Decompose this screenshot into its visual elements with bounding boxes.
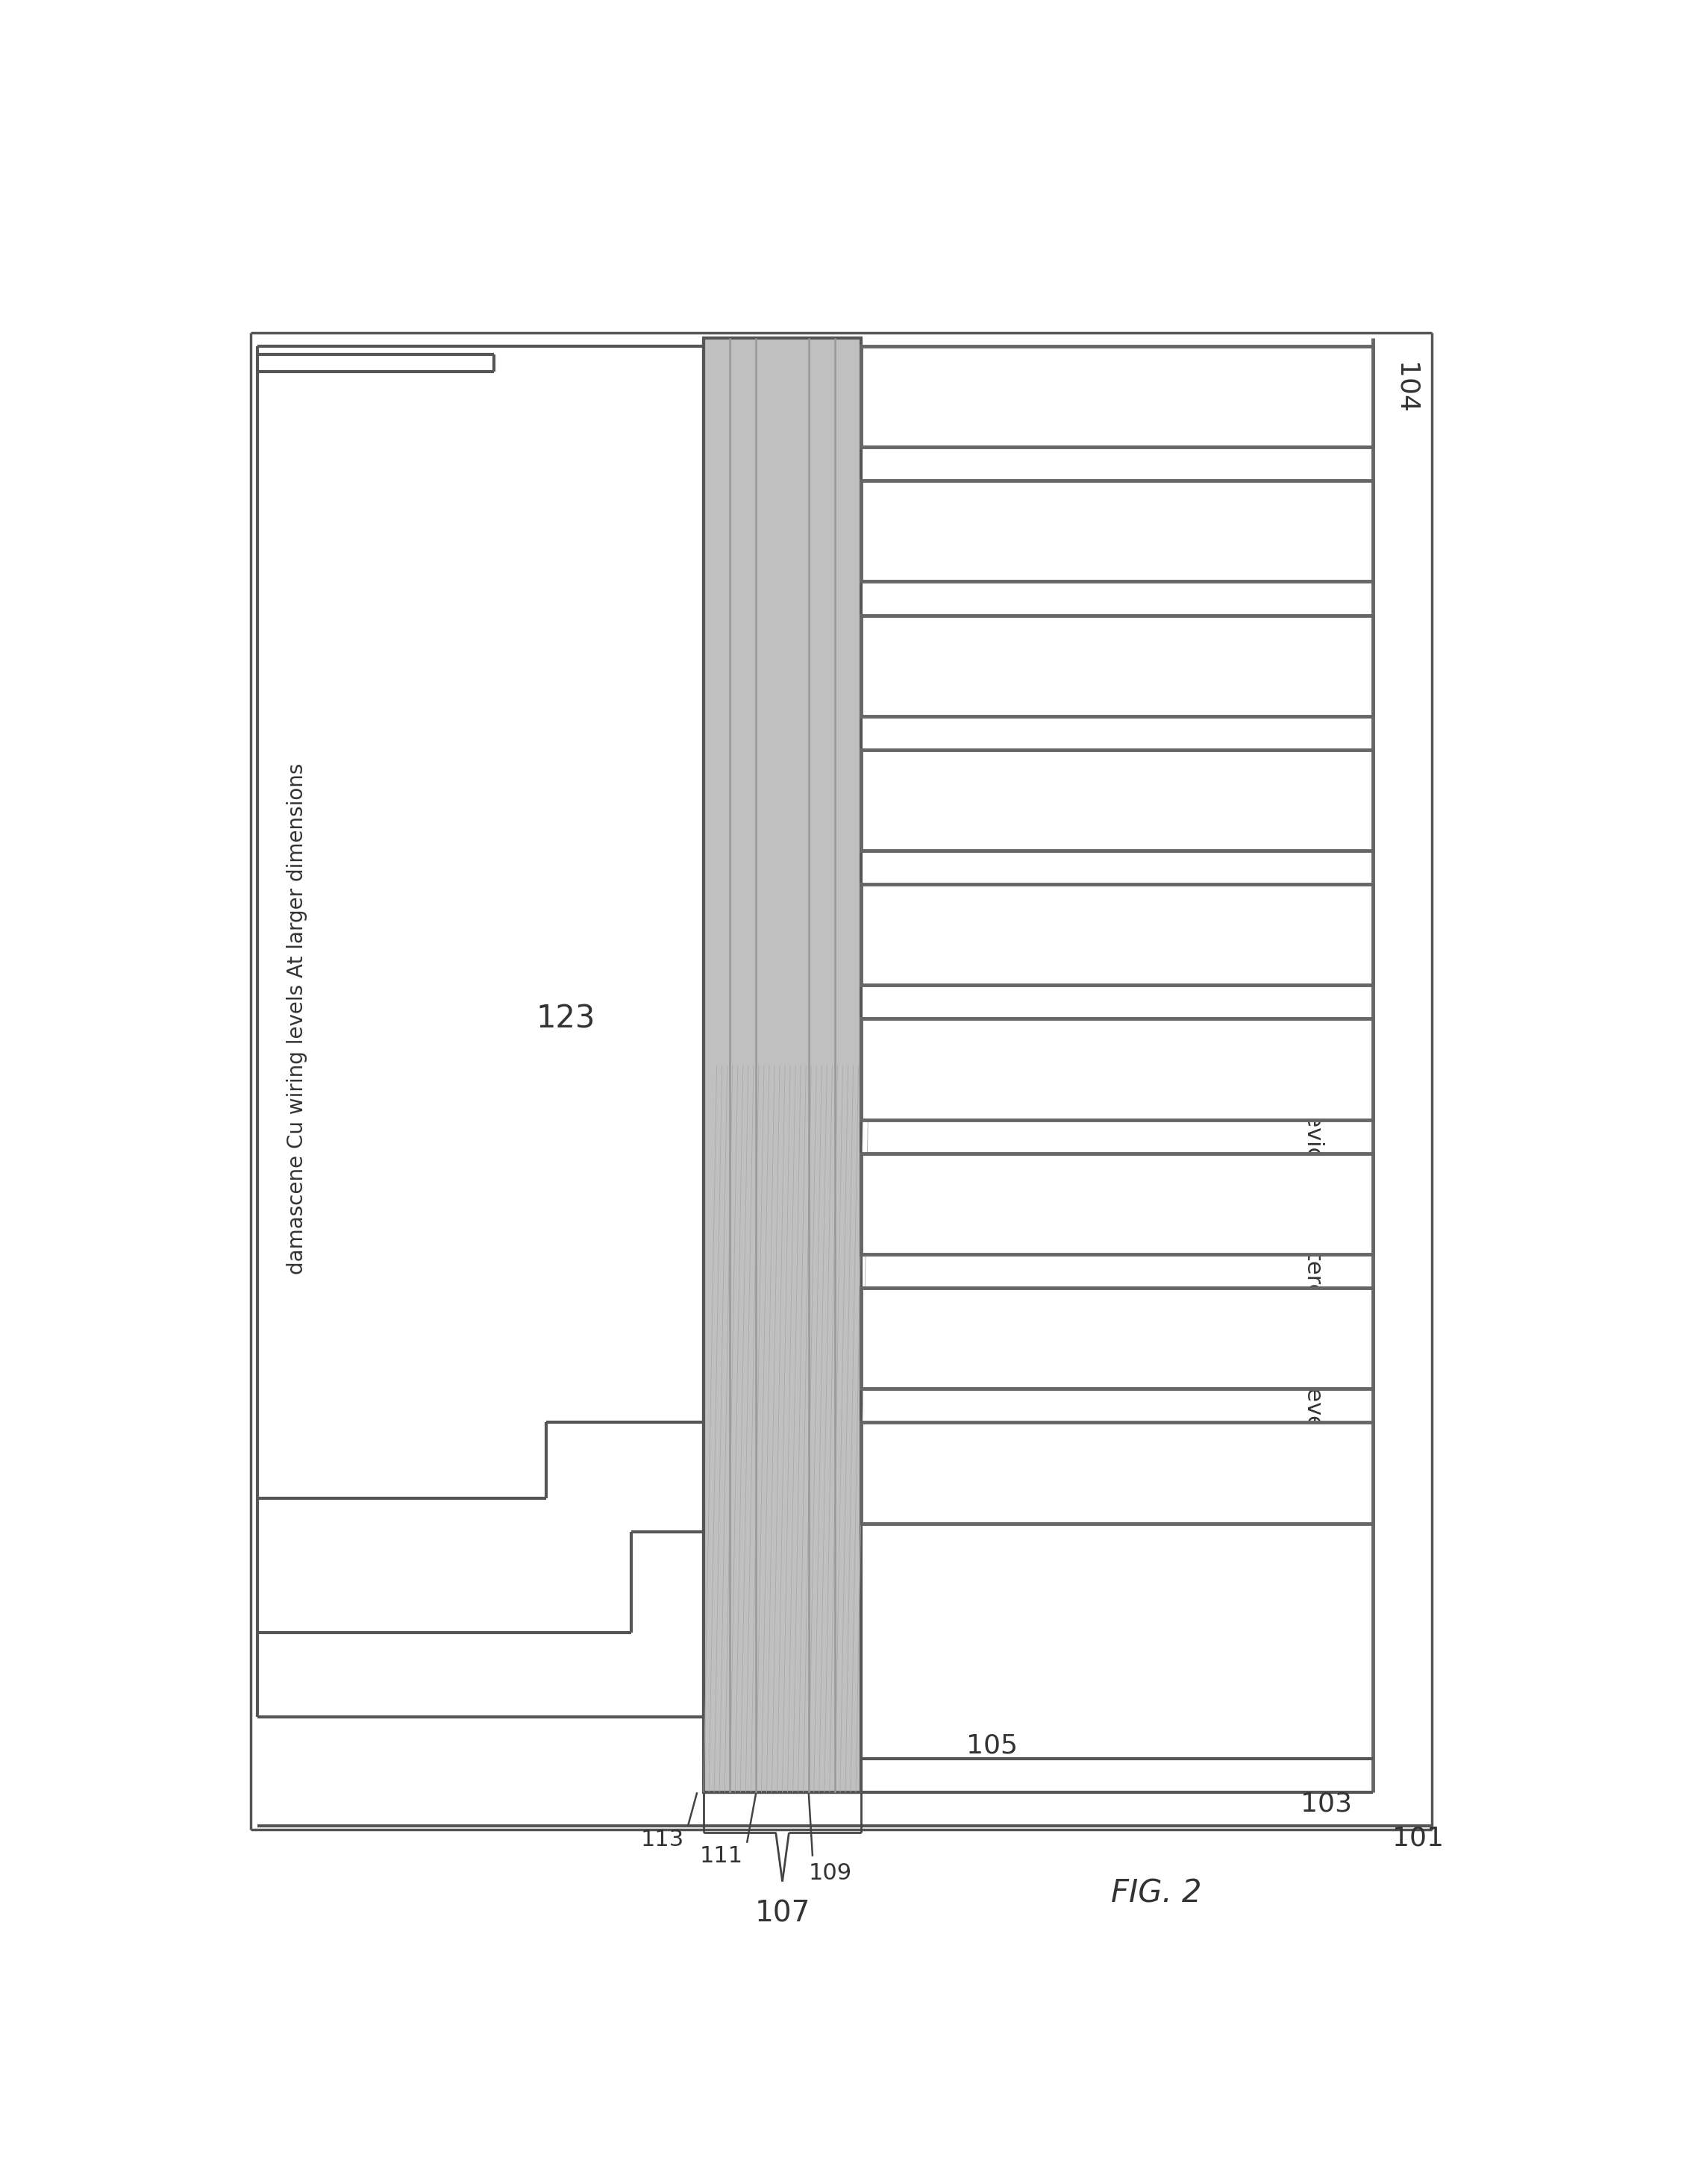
Bar xyxy=(862,480,1373,581)
Text: 101: 101 xyxy=(1392,1826,1444,1850)
Text: 103: 103 xyxy=(1300,1791,1353,1817)
Text: 123: 123 xyxy=(537,1002,596,1035)
Bar xyxy=(862,1153,1373,1254)
Text: 113: 113 xyxy=(640,1828,684,1850)
Text: 109: 109 xyxy=(809,1863,852,1885)
Bar xyxy=(862,1289,1373,1389)
Text: 107: 107 xyxy=(755,1900,811,1928)
Bar xyxy=(862,885,1373,985)
Bar xyxy=(862,345,1373,448)
Text: damascene Cu wiring levels At larger dimensions: damascene Cu wiring levels At larger dim… xyxy=(286,762,308,1275)
Bar xyxy=(704,339,862,1793)
Text: 111: 111 xyxy=(699,1845,743,1867)
Bar xyxy=(257,345,704,1717)
Text: FIG. 2: FIG. 2 xyxy=(1111,1878,1202,1909)
Bar xyxy=(862,1422,1373,1524)
Bar xyxy=(862,749,1373,850)
Text: Device and interconnect levels: Device and interconnect levels xyxy=(1304,1094,1324,1448)
Text: 105: 105 xyxy=(967,1732,1017,1758)
Bar xyxy=(862,1018,1373,1120)
Text: 104: 104 xyxy=(1392,363,1417,415)
Bar xyxy=(862,616,1373,716)
